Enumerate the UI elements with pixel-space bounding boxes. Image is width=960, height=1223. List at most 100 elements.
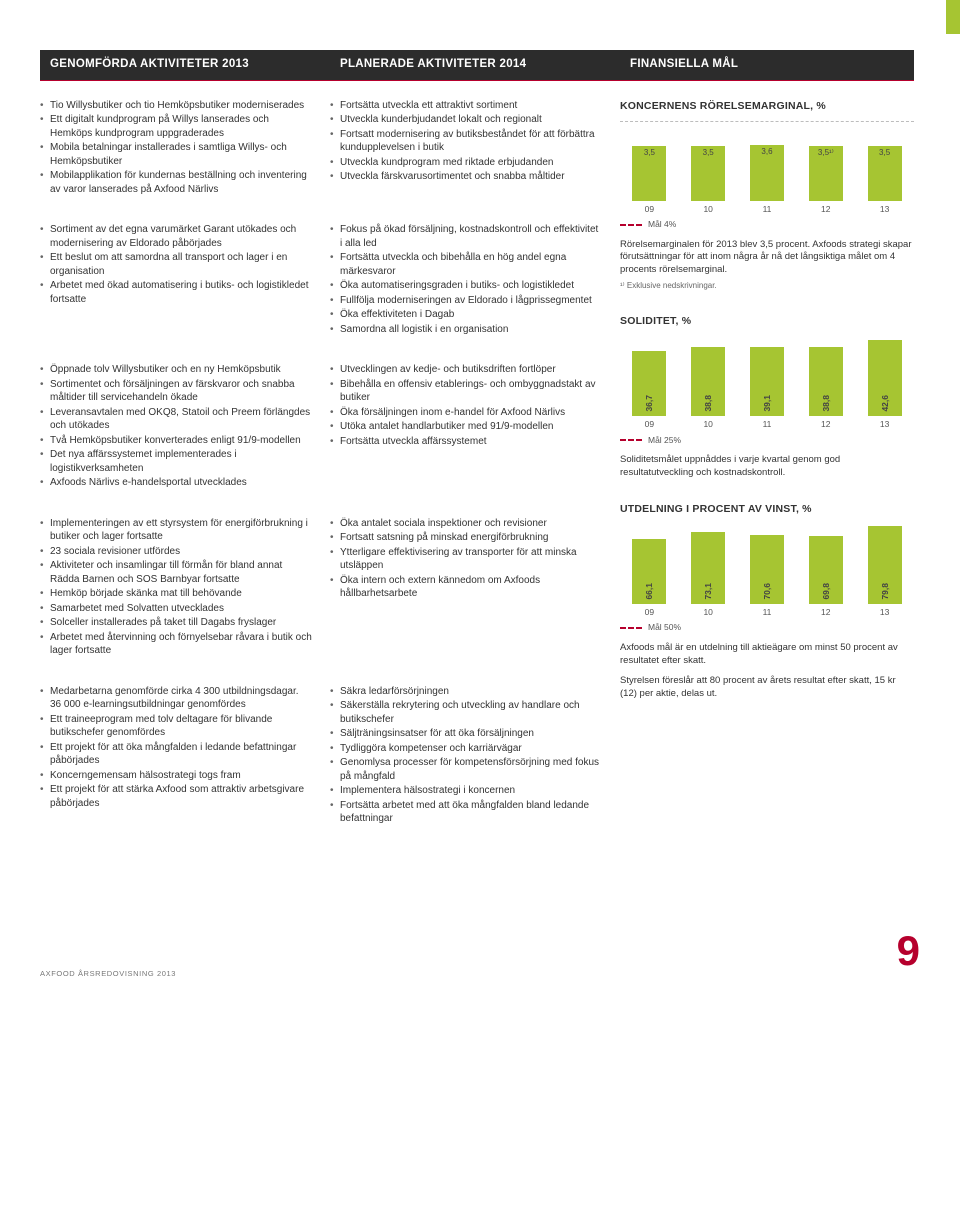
bullet-item: Bibehålla en offensiv etablerings- och o… bbox=[330, 378, 602, 405]
col-completed: Sortiment av det egna varumärket Garant … bbox=[40, 223, 330, 337]
col-planned: Fortsätta utveckla ett attraktivt sortim… bbox=[330, 99, 620, 198]
header-col1: GENOMFÖRDA AKTIVITETER 2013 bbox=[40, 50, 330, 81]
bullet-item: Solceller installerades på taket till Da… bbox=[40, 616, 312, 630]
bar: 79,8 bbox=[868, 526, 902, 604]
x-axis: 0910111213 bbox=[620, 607, 914, 618]
col-completed: Öppnade tolv Willysbutiker och en ny Hem… bbox=[40, 363, 330, 491]
col-completed: Implementeringen av ett styrsystem för e… bbox=[40, 517, 330, 659]
goal-legend: Mål 4% bbox=[620, 219, 914, 230]
bullet-item: Öka antalet sociala inspektioner och rev… bbox=[330, 517, 602, 531]
bullet-item: Säljträningsinsatser för att öka försälj… bbox=[330, 727, 602, 741]
bullet-item: Fortsatt modernisering av butiksbestånde… bbox=[330, 128, 602, 155]
bar-label: 79,8 bbox=[880, 583, 914, 600]
bar: 38,8 bbox=[691, 347, 725, 416]
bar: 39,1 bbox=[750, 347, 784, 417]
bullet-list: Implementeringen av ett styrsystem för e… bbox=[40, 517, 312, 658]
bar-label: 3,5¹⁾ bbox=[809, 148, 843, 159]
bullet-item: Öka effektiviteten i Dagab bbox=[330, 308, 602, 322]
bullet-item: Samordna all logistik i en organisation bbox=[330, 323, 602, 337]
bullet-list: Fortsätta utveckla ett attraktivt sortim… bbox=[330, 99, 602, 184]
bullet-list: Öka antalet sociala inspektioner och rev… bbox=[330, 517, 602, 601]
bullet-item: Tio Willysbutiker och tio Hemköpsbutiker… bbox=[40, 99, 312, 113]
bar-wrap: 3,5 bbox=[679, 146, 738, 200]
bar-label: 3,6 bbox=[750, 147, 784, 158]
x-tick: 12 bbox=[796, 204, 855, 215]
bullet-item: Mobila betalningar installerades i samtl… bbox=[40, 141, 312, 168]
bullet-item: Utveckla färskvarusortimentet och snabba… bbox=[330, 170, 602, 184]
bullet-item: Mobilapplikation för kundernas beställni… bbox=[40, 169, 312, 196]
x-tick: 10 bbox=[679, 607, 738, 618]
bullet-list: Medarbetarna genomförde cirka 4 300 utbi… bbox=[40, 685, 312, 811]
bullet-item: Två Hemköpsbutiker konverterades enligt … bbox=[40, 434, 312, 448]
x-tick: 13 bbox=[855, 419, 914, 430]
bar-wrap: 66,1 bbox=[620, 539, 679, 603]
col-planned: Öka antalet sociala inspektioner och rev… bbox=[330, 517, 620, 659]
bullet-item: Implementera hälsostrategi i koncernen bbox=[330, 784, 602, 798]
bullet-item: Samarbetet med Solvatten utvecklades bbox=[40, 602, 312, 616]
bar-wrap: 36,7 bbox=[620, 351, 679, 416]
bar-label: 42,6 bbox=[880, 395, 914, 412]
bar-wrap: 3,5 bbox=[855, 146, 914, 200]
bullet-list: Tio Willysbutiker och tio Hemköpsbutiker… bbox=[40, 99, 312, 197]
bar: 3,5 bbox=[632, 146, 666, 200]
header-col3: FINANSIELLA MÅL bbox=[620, 50, 914, 81]
bullet-item: Öka intern och extern kännedom om Axfood… bbox=[330, 574, 602, 601]
bar-wrap: 42,6 bbox=[855, 340, 914, 416]
header-col2: PLANERADE AKTIVITETER 2014 bbox=[330, 50, 620, 81]
bar: 73,1 bbox=[691, 532, 725, 603]
goal-legend: Mål 25% bbox=[620, 435, 914, 446]
bullet-item: Öppnade tolv Willysbutiker och en ny Hem… bbox=[40, 363, 312, 377]
col-planned: Säkra ledarförsörjningenSäkerställa rekr… bbox=[330, 685, 620, 827]
bar: 3,5¹⁾ bbox=[809, 146, 843, 200]
x-tick: 09 bbox=[620, 607, 679, 618]
content-row-2: Öppnade tolv Willysbutiker och en ny Hem… bbox=[40, 363, 620, 491]
chart-note: Axfoods mål är en utdelning till aktieäg… bbox=[620, 642, 914, 668]
goal-swatch bbox=[620, 224, 642, 226]
x-tick: 10 bbox=[679, 419, 738, 430]
col-completed: Medarbetarna genomförde cirka 4 300 utbi… bbox=[40, 685, 330, 827]
page-footer: AXFOOD ÅRSREDOVISNING 2013 9 bbox=[40, 923, 920, 980]
chart-solidity: SOLIDITET, %36,738,839,138,842,609101112… bbox=[620, 314, 914, 480]
bullet-item: Aktiviteter och insamlingar till förmån … bbox=[40, 559, 312, 586]
bar: 3,5 bbox=[868, 146, 902, 200]
bullet-item: Leveransavtalen med OKQ8, Statoil och Pr… bbox=[40, 406, 312, 433]
chart-note-2: Styrelsen föreslår att 80 procent av åre… bbox=[620, 675, 914, 701]
bar-wrap: 73,1 bbox=[679, 532, 738, 603]
bullet-item: Ett traineeprogram med tolv deltagare fö… bbox=[40, 713, 312, 740]
bullet-item: Fortsätta utveckla och bibehålla en hög … bbox=[330, 251, 602, 278]
bullet-item: Utöka antalet handlarbutiker med 91/9-mo… bbox=[330, 420, 602, 434]
bar-wrap: 38,8 bbox=[679, 347, 738, 416]
chart-footnote: ¹⁾ Exklusive nedskrivningar. bbox=[620, 281, 914, 292]
bullet-item: Det nya affärssystemet implementerades i… bbox=[40, 448, 312, 475]
bullet-item: Genomlysa processer för kompetensförsörj… bbox=[330, 756, 602, 783]
bar-wrap: 69,8 bbox=[796, 536, 855, 604]
x-tick: 11 bbox=[738, 419, 797, 430]
bullet-list: Fokus på ökad försäljning, kostnadskontr… bbox=[330, 223, 602, 336]
bar-wrap: 79,8 bbox=[855, 526, 914, 604]
bullet-item: Arbetet med ökad automatisering i butiks… bbox=[40, 279, 312, 306]
content-row-0: Tio Willysbutiker och tio Hemköpsbutiker… bbox=[40, 99, 620, 198]
chart-dividend: UTDELNING I PROCENT AV VINST, %66,173,17… bbox=[620, 502, 914, 701]
x-tick: 09 bbox=[620, 204, 679, 215]
bar: 69,8 bbox=[809, 536, 843, 604]
content-row-1: Sortiment av det egna varumärket Garant … bbox=[40, 223, 620, 337]
content-row-3: Implementeringen av ett styrsystem för e… bbox=[40, 517, 620, 659]
bar-label: 3,5 bbox=[868, 148, 902, 159]
goal-label: Mål 4% bbox=[648, 219, 676, 230]
page-number: 9 bbox=[897, 923, 920, 980]
goal-label: Mål 50% bbox=[648, 622, 681, 633]
col-planned: Utvecklingen av kedje- och butiksdriften… bbox=[330, 363, 620, 491]
bar-wrap: 70,6 bbox=[738, 535, 797, 604]
bar: 3,5 bbox=[691, 146, 725, 200]
x-tick: 11 bbox=[738, 607, 797, 618]
bullet-list: Utvecklingen av kedje- och butiksdriften… bbox=[330, 363, 602, 448]
bar: 38,8 bbox=[809, 347, 843, 416]
bullet-item: Fokus på ökad försäljning, kostnadskontr… bbox=[330, 223, 602, 250]
bullet-item: Koncerngemensam hälsostrategi togs fram bbox=[40, 769, 312, 783]
bullet-item: Ett projekt för att öka mångfalden i led… bbox=[40, 741, 312, 768]
bullet-item: Utveckla kunderbjudandet lokalt och regi… bbox=[330, 113, 602, 127]
x-tick: 12 bbox=[796, 419, 855, 430]
bar-label: 3,5 bbox=[632, 148, 666, 159]
bullet-item: Sortiment av det egna varumärket Garant … bbox=[40, 223, 312, 250]
bullet-item: Ett beslut om att samordna all transport… bbox=[40, 251, 312, 278]
